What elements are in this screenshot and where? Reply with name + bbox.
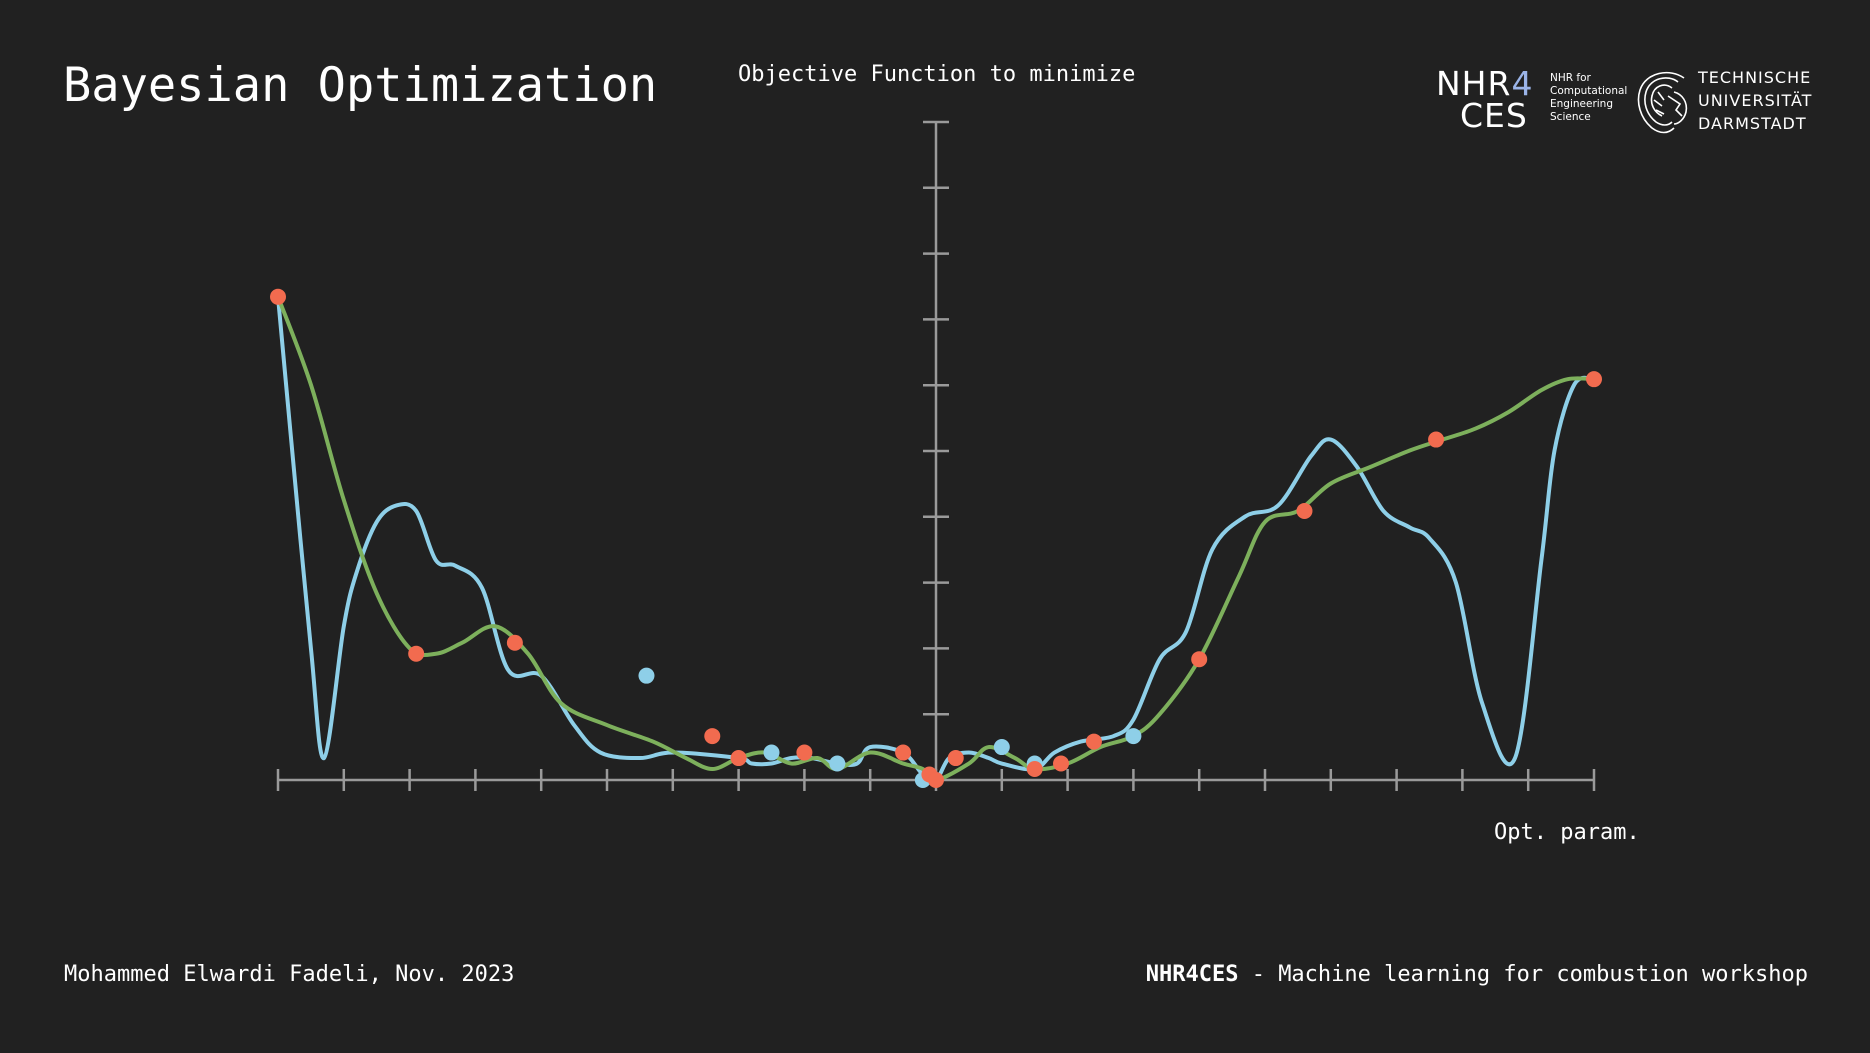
- sample-point: [730, 750, 747, 767]
- footer-brand: NHR4CES: [1145, 962, 1239, 987]
- sample-point: [928, 772, 944, 788]
- sample-point: [895, 744, 912, 761]
- sample-point: [1053, 755, 1070, 772]
- x-axis-label: Opt. param.: [1494, 820, 1640, 845]
- footer-text: - Machine learning for combustion worksh…: [1238, 962, 1808, 987]
- sample-point: [1586, 371, 1602, 388]
- nhr4ces-tagline: NHR for Computational Engineering Scienc…: [1550, 72, 1628, 123]
- sample-point: [1026, 761, 1043, 778]
- sample-point: [1296, 502, 1313, 519]
- sample-point: [408, 645, 425, 662]
- nhr4ces-wordmark: NHR4 CES: [1436, 64, 1534, 135]
- sample-point: [270, 288, 286, 305]
- footer-workshop: NHR4CES - Machine learning for combustio…: [1146, 962, 1808, 987]
- footer-author: Mohammed Elwardi Fadeli, Nov. 2023: [64, 962, 515, 987]
- sample-point: [704, 728, 721, 745]
- chart-title: Objective Function to minimize: [738, 62, 1136, 87]
- sample-point: [1085, 733, 1102, 750]
- sample-point: [1191, 651, 1208, 668]
- sample-point: [947, 750, 964, 767]
- objective-point: [993, 739, 1010, 756]
- sample-point: [1428, 431, 1445, 448]
- objective-point: [763, 744, 780, 761]
- objective-point: [638, 667, 655, 684]
- sample-point: [506, 634, 523, 651]
- objective-point: [829, 755, 846, 772]
- objective-point: [1125, 728, 1142, 745]
- slide-title: Bayesian Optimization: [63, 58, 658, 113]
- tu-darmstadt-name: TECHNISCHE UNIVERSITÄT DARMSTADT: [1698, 68, 1813, 133]
- chart-points: [270, 288, 1602, 788]
- sample-point: [796, 744, 813, 761]
- nhr4ces-logo: NHR4 CES NHR for Computational Engineerin…: [1436, 64, 1628, 138]
- tu-darmstadt-seal-icon: [1637, 71, 1688, 134]
- tu-darmstadt-logo: TECHNISCHE UNIVERSITÄT DARMSTADT: [1634, 64, 1814, 136]
